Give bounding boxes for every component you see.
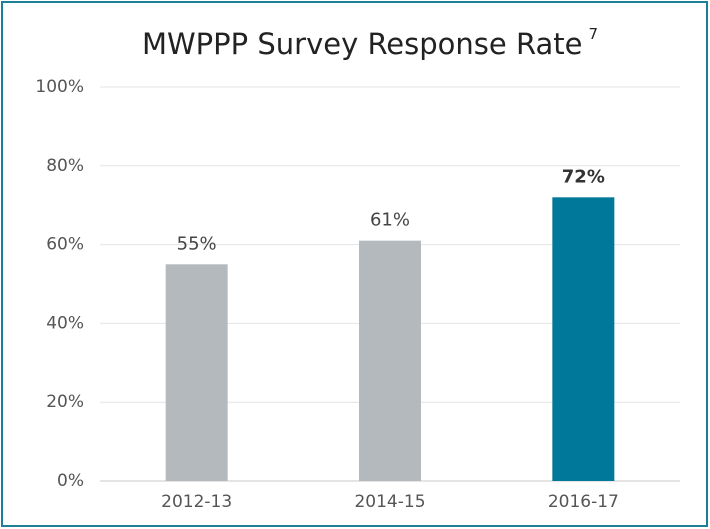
x-tick-label: 2016-17 (548, 492, 619, 512)
bar (552, 197, 615, 481)
y-tick-label: 40% (46, 313, 84, 333)
title-superscript: 7 (588, 25, 598, 43)
value-label: 72% (562, 166, 605, 187)
bar (359, 240, 421, 481)
chart-title-group: MWPPP Survey Response Rate 7 (142, 25, 598, 62)
x-tick-label: 2012-13 (161, 492, 232, 512)
x-tick-label: 2014-15 (354, 492, 425, 512)
value-label: 55% (177, 233, 217, 254)
value-label: 61% (370, 210, 410, 231)
y-tick-label: 80% (46, 156, 84, 176)
y-tick-label: 0% (57, 471, 84, 491)
y-tick-label: 20% (46, 392, 84, 412)
y-tick-label: 100% (35, 77, 84, 97)
bar (165, 264, 228, 481)
chart-title: MWPPP Survey Response Rate (142, 27, 582, 61)
y-tick-label: 60% (46, 235, 84, 255)
